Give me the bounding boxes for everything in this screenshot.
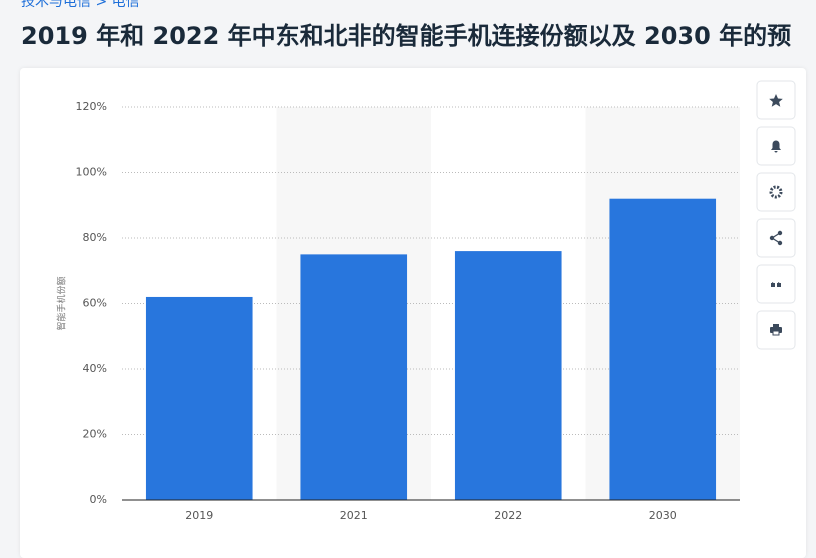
x-tick-label: 2019	[185, 509, 213, 522]
y-tick-label: 40%	[83, 362, 107, 375]
gear-icon	[769, 185, 783, 199]
y-tick-label: 60%	[83, 297, 107, 310]
x-tick-label: 2022	[494, 509, 522, 522]
chart: 0% 20% 40% 60% 80% 100% 120% 智能手机份额 2019 2021 2022…	[56, 80, 796, 522]
breadcrumb[interactable]: 技术与电信 > 电信	[21, 0, 140, 10]
page: {"breadcrumb": "技术与电信 > 电信", "page_title…	[20, 0, 806, 558]
y-tick-label: 80%	[83, 231, 107, 244]
y-axis-label: 智能手机份额	[56, 276, 68, 330]
cite-button[interactable]	[756, 264, 796, 304]
share-button[interactable]	[756, 218, 796, 258]
x-tick-label: 2021	[340, 509, 368, 522]
share-icon	[769, 230, 783, 246]
y-tick-label: 120%	[76, 100, 107, 113]
toolbar	[756, 80, 796, 350]
y-tick-label: 20%	[83, 428, 107, 441]
print-icon	[770, 324, 782, 336]
x-tick-label: 2030	[649, 509, 677, 522]
y-tick-label: 0%	[90, 493, 107, 506]
star-icon	[769, 94, 783, 107]
bell-icon	[771, 140, 781, 153]
quote-icon	[771, 282, 781, 287]
bar	[145, 296, 253, 500]
bar	[300, 254, 408, 500]
page-title: 2019 年和 2022 年中东和北非的智能手机连接份额以及 2030 年的预	[21, 22, 792, 50]
bar	[454, 251, 562, 500]
bar	[609, 198, 717, 500]
y-tick-label: 100%	[76, 166, 107, 179]
settings-button[interactable]	[756, 172, 796, 212]
